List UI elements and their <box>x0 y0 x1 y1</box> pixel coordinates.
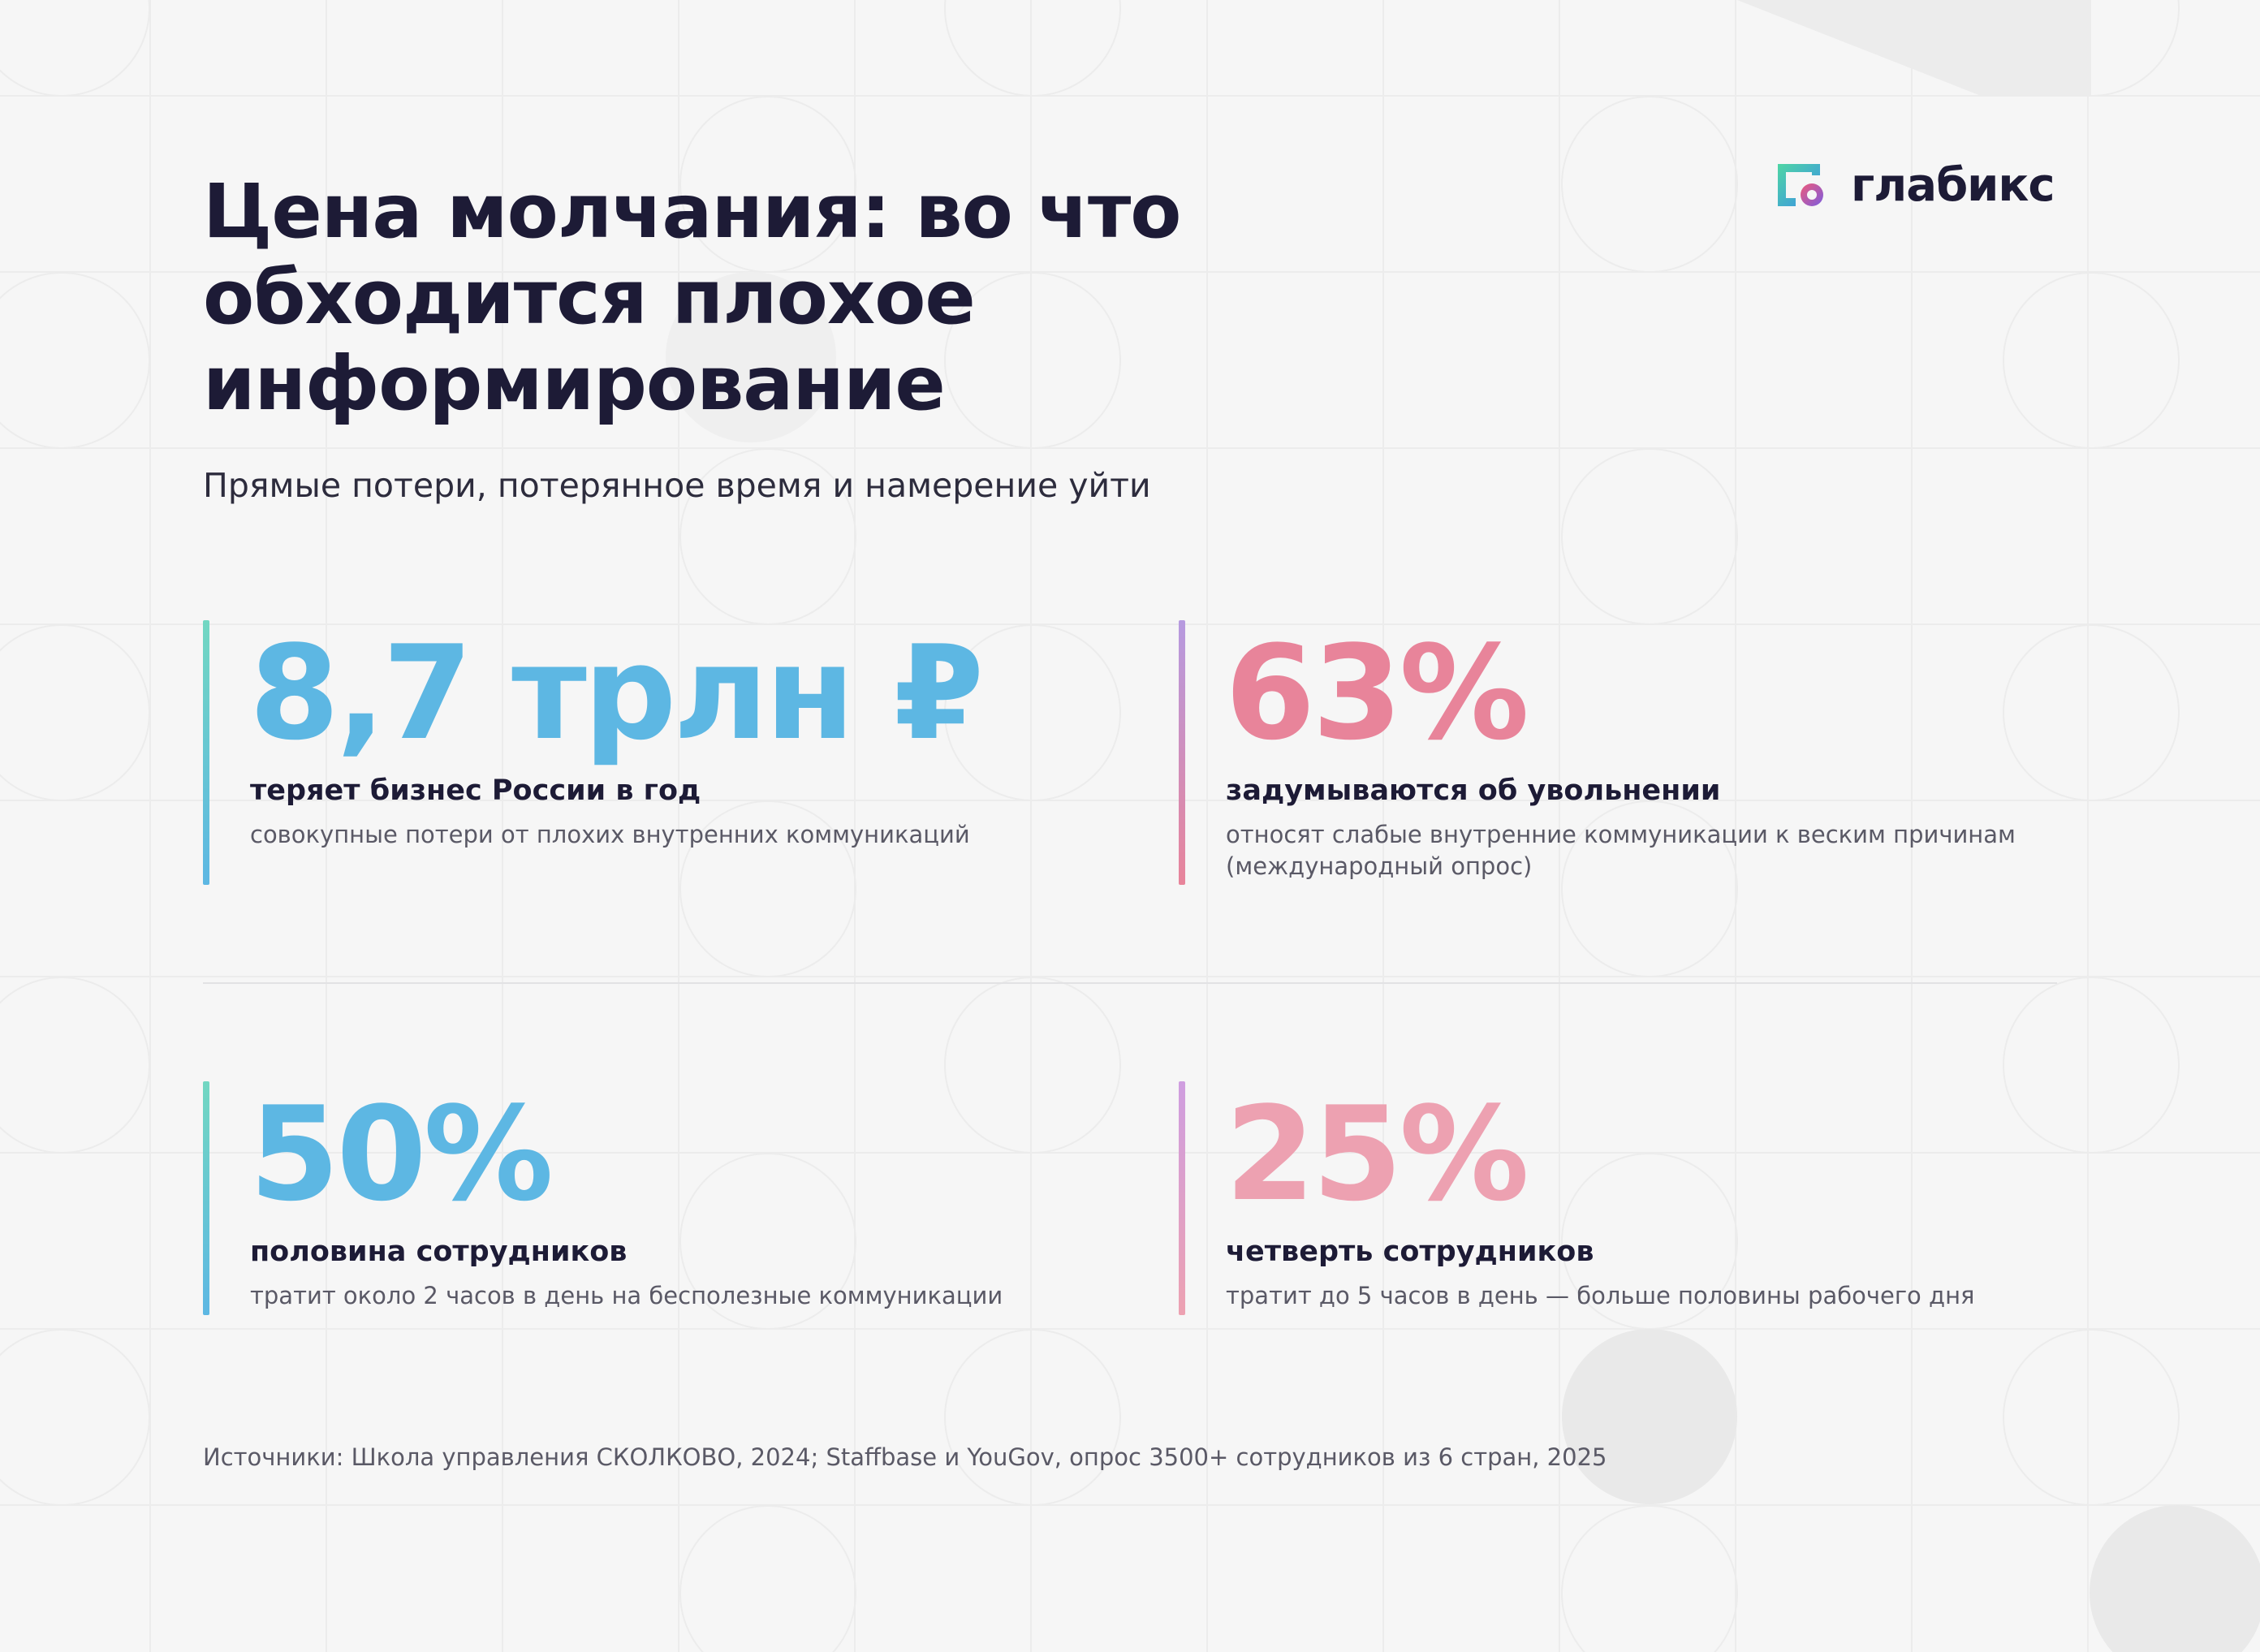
stat-label: задумываются об увольнении <box>1226 774 1721 807</box>
stat-value: 25% <box>1225 1078 1529 1230</box>
stat-card-losses: 8,7 трлн ₽ теряет бизнес России в год со… <box>203 620 1096 885</box>
stat-value: 63% <box>1225 617 1529 769</box>
stat-label: теряет бизнес России в год <box>250 774 701 807</box>
stat-value: 50% <box>249 1078 554 1230</box>
stat-accent-bar <box>1179 620 1185 885</box>
stat-value: 8,7 трлн ₽ <box>249 617 984 769</box>
stat-card-half-employees: 50% половина сотрудников тратит около 2 … <box>203 1081 1096 1315</box>
stat-accent-bar <box>1179 1081 1185 1315</box>
stat-description: тратит до 5 часов в день — больше полови… <box>1226 1282 1975 1309</box>
glabix-logo-icon <box>1778 164 1823 206</box>
logo: глабикс <box>1773 158 2055 212</box>
logo-text: глабикс <box>1851 158 2055 212</box>
page-subtitle: Прямые потери, потерянное время и намере… <box>203 466 1151 505</box>
stat-description: совокупные потери от плохих внутренних к… <box>250 821 970 848</box>
stat-accent-bar <box>203 620 209 885</box>
stat-accent-bar <box>203 1081 209 1315</box>
stat-description: тратит около 2 часов в день на бесполезн… <box>250 1282 1003 1309</box>
page-title: Цена молчания: во что обходится плохое и… <box>203 168 1182 427</box>
stat-description: относят слабые внутренние коммуникации к… <box>1226 821 2016 880</box>
stat-card-quarter-employees: 25% четверть сотрудников тратит до 5 час… <box>1179 1081 2072 1315</box>
sources-note: Источники: Школа управления СКОЛКОВО, 20… <box>203 1443 1607 1471</box>
section-divider <box>203 982 2057 984</box>
stat-label: половина сотрудников <box>250 1236 628 1268</box>
stat-card-quit-intent: 63% задумываются об увольнении относят с… <box>1179 620 2072 885</box>
stat-label: четверть сотрудников <box>1226 1236 1594 1268</box>
